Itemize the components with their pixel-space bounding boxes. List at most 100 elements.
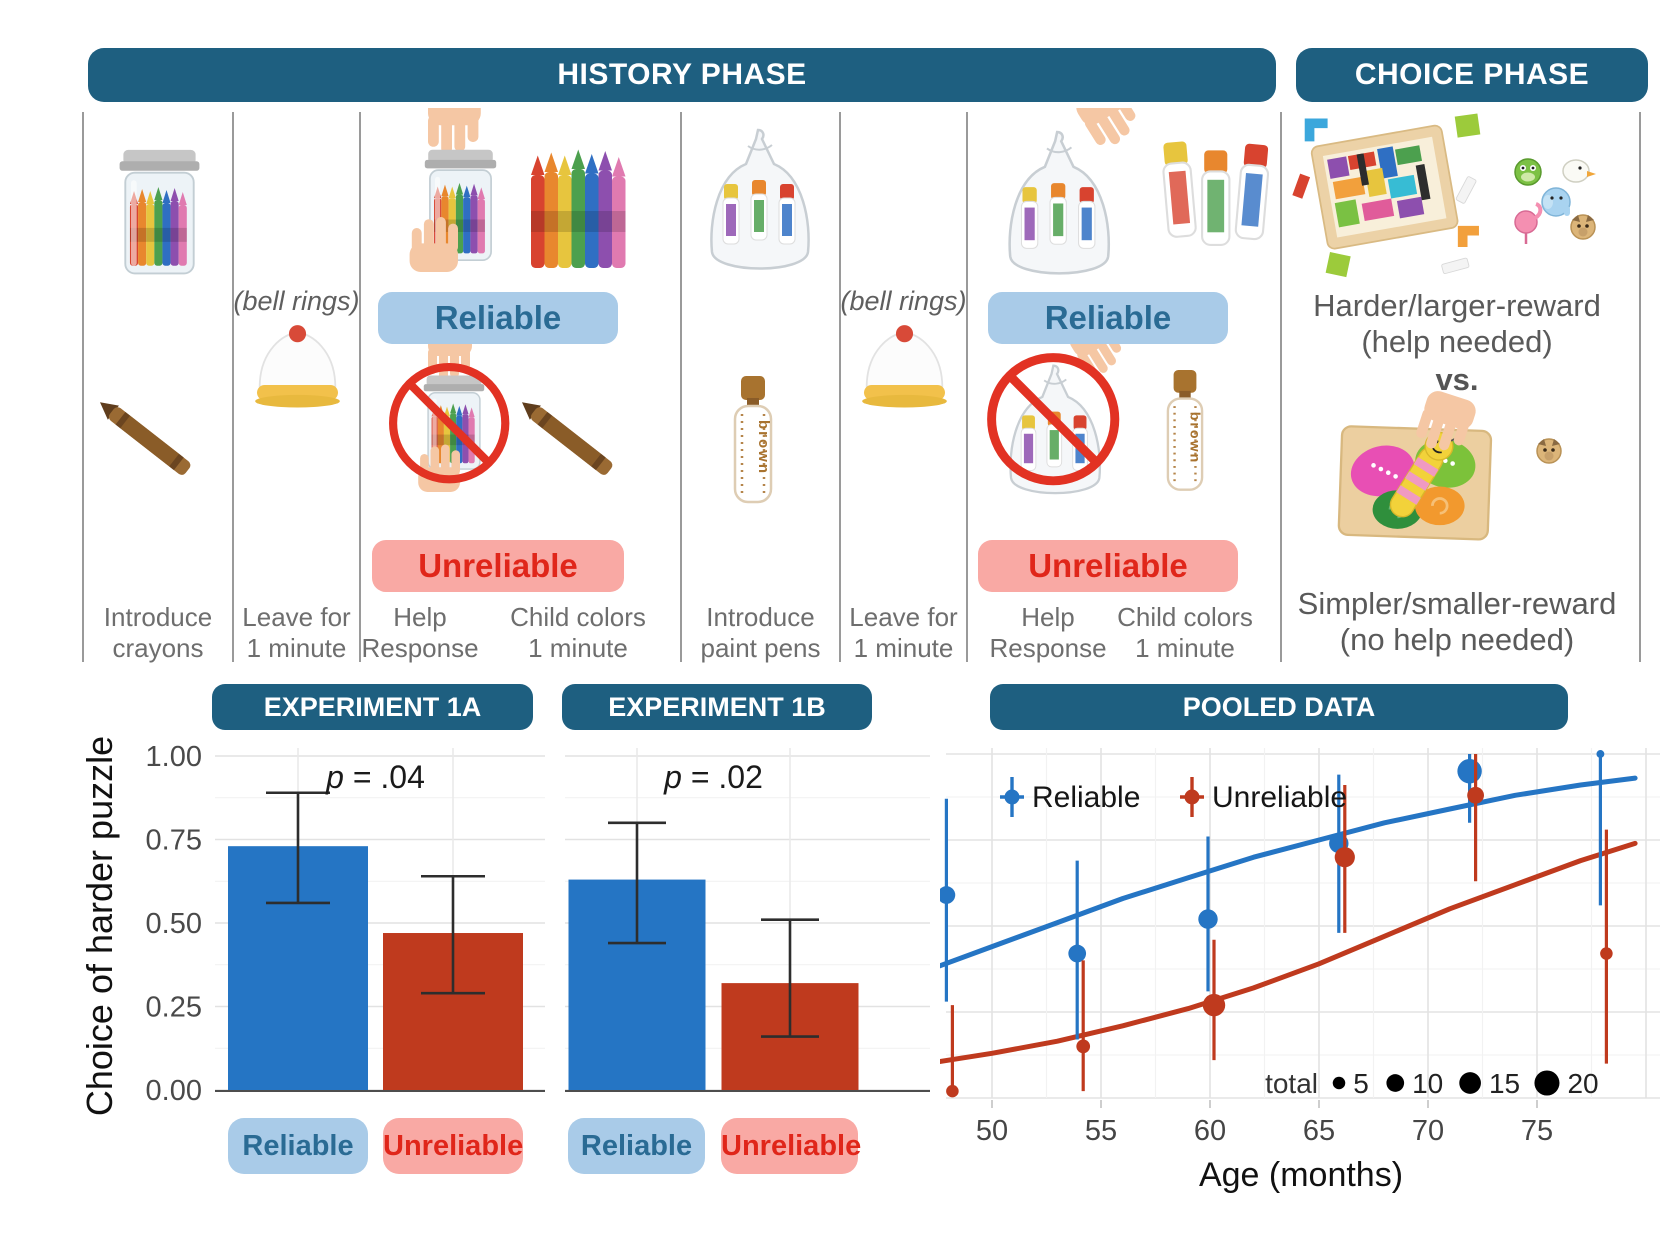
caption-line: Child colors xyxy=(1117,602,1253,632)
p-value-label: p = .04 xyxy=(325,759,425,795)
vs-label: vs. xyxy=(1435,362,1479,397)
data-point-reliable xyxy=(940,886,956,904)
p-value-label: p = .02 xyxy=(663,759,763,795)
service-bell-icon xyxy=(861,324,948,409)
paint-pens-group-icon xyxy=(1159,139,1272,246)
bell-rings-note: (bell rings) xyxy=(233,286,360,316)
x-tick-label: 60 xyxy=(1194,1115,1226,1147)
x-axis-label: Age (months) xyxy=(1199,1156,1403,1194)
pooled-data-chart: 50 55 60 65 70 75 Age (months) Reliable Unreliab… xyxy=(940,748,1660,1194)
x-tick-label: 70 xyxy=(1412,1115,1444,1147)
legend-label: Unreliable xyxy=(1212,781,1347,814)
size-legend-dot xyxy=(1386,1074,1405,1092)
legend-key-dot xyxy=(1004,789,1020,805)
hand-opening-bag-icon xyxy=(1008,108,1146,275)
simpler-option-label: Simpler/smaller-reward (no help needed) xyxy=(1281,586,1633,658)
step-caption: Child colors 1 minute xyxy=(1105,602,1265,664)
step-caption: Introduce crayons xyxy=(83,602,233,664)
brown-paint-pen-icon xyxy=(733,374,774,504)
reliable-label: Reliable xyxy=(378,292,618,344)
data-point-unreliable xyxy=(1334,847,1355,868)
y-tick-label: 0.25 xyxy=(146,992,202,1024)
caption-line: 1 minute xyxy=(1135,633,1235,663)
single-crayon-icon xyxy=(94,395,194,478)
x-tick-reliable: Reliable xyxy=(568,1118,705,1174)
animal-stickers-icon xyxy=(1515,159,1596,244)
x-tick-label: 65 xyxy=(1303,1115,1335,1147)
y-tick-label: 0.00 xyxy=(146,1075,202,1105)
size-legend-dot xyxy=(1459,1072,1481,1094)
experiment-1b-header: EXPERIMENT 1B xyxy=(562,684,872,730)
single-crayon-icon xyxy=(516,395,616,478)
crayon-cup-icon xyxy=(531,149,626,268)
size-legend-value: 5 xyxy=(1353,1068,1369,1099)
caption-line: Help xyxy=(393,602,447,632)
data-point-reliable xyxy=(1596,750,1605,758)
step-caption: Help Response xyxy=(978,602,1118,664)
data-point-reliable xyxy=(1068,944,1087,963)
pug-sticker-icon xyxy=(1536,438,1562,464)
trend-curve-unreliable xyxy=(940,840,1638,1065)
size-legend-dot xyxy=(1332,1076,1346,1090)
y-tick-label: 1.00 xyxy=(146,745,202,773)
chart-shape: = .04 xyxy=(344,759,425,795)
size-legend-dot xyxy=(1534,1070,1560,1096)
size-legend-title: total xyxy=(1265,1068,1318,1099)
caption-line: 1 minute xyxy=(853,633,954,663)
bell-rings-note: (bell rings) xyxy=(840,286,967,316)
tangram-puzzle-icon xyxy=(1291,112,1482,278)
choice-phase-header: CHOICE PHASE xyxy=(1296,48,1648,102)
harder-option-label: Harder/larger-reward (help needed) xyxy=(1286,288,1628,360)
paint-pens-bag-icon xyxy=(710,128,810,270)
size-legend-value: 10 xyxy=(1412,1068,1443,1099)
service-bell-icon xyxy=(254,324,341,409)
caption-line: Simpler/smaller-reward xyxy=(1297,586,1617,621)
caption-line: Leave for xyxy=(242,602,351,632)
chart-shape: p xyxy=(325,759,344,795)
y-tick-label: 0.50 xyxy=(146,908,202,940)
y-tick-label: 0.75 xyxy=(146,825,202,857)
butterfly-puzzle-icon xyxy=(1339,388,1492,540)
trend-curve-reliable xyxy=(940,775,1638,969)
chart-shape: p xyxy=(663,759,682,795)
y-axis-label: Choice of harder puzzle xyxy=(79,735,120,1117)
x-tick-label: 55 xyxy=(1085,1115,1117,1147)
unreliable-label: Unreliable xyxy=(978,540,1238,592)
caption-line: Response xyxy=(989,633,1107,663)
size-legend-value: 20 xyxy=(1567,1068,1598,1099)
data-point-reliable xyxy=(1198,909,1218,929)
data-point-unreliable xyxy=(1467,786,1484,804)
x-tick-reliable: Reliable xyxy=(228,1118,368,1174)
unreliable-label: Unreliable xyxy=(372,540,624,592)
step-caption: Child colors 1 minute xyxy=(498,602,658,664)
reliable-label: Reliable xyxy=(988,292,1228,344)
step-caption: Leave for 1 minute xyxy=(840,602,967,664)
data-point-unreliable xyxy=(1202,993,1226,1017)
history-phase-header: HISTORY PHASE xyxy=(88,48,1276,102)
size-legend-value: 15 xyxy=(1489,1068,1520,1099)
step-caption: Leave for 1 minute xyxy=(233,602,360,664)
caption-line: Response xyxy=(361,633,479,663)
chart-shape: = .02 xyxy=(682,759,763,795)
data-point-unreliable xyxy=(1600,947,1613,960)
experiment-1a-header: EXPERIMENT 1A xyxy=(212,684,533,730)
data-point-reliable xyxy=(1457,758,1482,784)
procedure-illustrations: brown xyxy=(82,108,1641,662)
x-tick-unreliable: Unreliable xyxy=(383,1118,523,1174)
caption-line: (no help needed) xyxy=(1339,622,1575,657)
caption-line: crayons xyxy=(112,633,204,663)
caption-line: Harder/larger-reward xyxy=(1313,288,1601,323)
legend-key-dot xyxy=(1184,789,1200,805)
caption-line: 1 minute xyxy=(246,633,347,663)
step-caption: Introduce paint pens xyxy=(681,602,840,664)
caption-line: Leave for xyxy=(849,602,958,632)
caption-line: Introduce xyxy=(103,602,213,632)
no-help-jar-icon xyxy=(393,330,505,492)
experiment-1b-chart: p = .02 xyxy=(565,748,930,1092)
x-tick-label: 75 xyxy=(1521,1115,1553,1147)
x-tick-label: 50 xyxy=(976,1115,1008,1147)
caption-line: (help needed) xyxy=(1361,324,1553,359)
hands-opening-jar-icon xyxy=(409,108,497,272)
experiment-1a-chart: p = .04 0.00 0.25 0.50 0.75 1.00 xyxy=(146,745,545,1105)
